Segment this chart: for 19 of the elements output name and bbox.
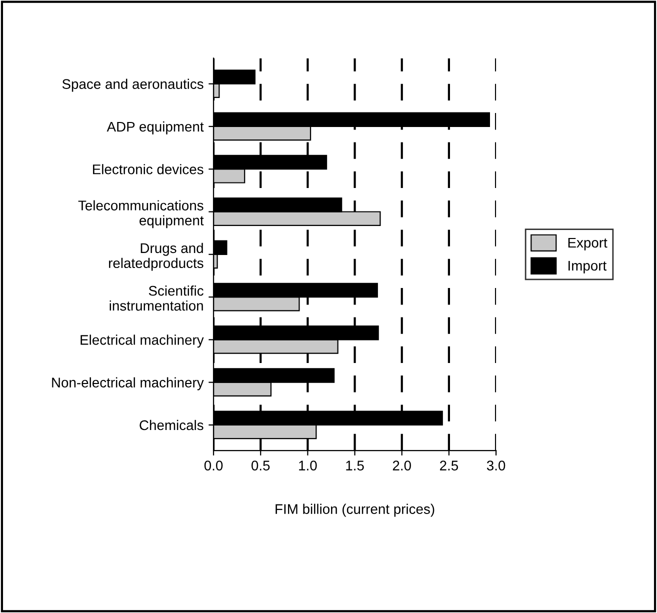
x-tick-label: 0.0 (204, 460, 223, 470)
y-tick-label: Chemicals (140, 420, 204, 430)
y-tick-label: Electronic devices (93, 164, 204, 174)
y-tick-label: ADP equipment (106, 121, 204, 134)
x-tick-label: 2.0 (392, 460, 411, 470)
x-tick-label: 0.5 (252, 460, 270, 470)
x-tick-label: 2.5 (440, 460, 458, 470)
y-tick-label: Non-electrical machinery (52, 377, 204, 390)
y-tick-label: Telecommunications equipment (78, 200, 204, 228)
x-tick-label: 1.0 (299, 460, 317, 470)
y-tick-label: Scientific instrumentation (110, 286, 204, 311)
x-axis-title: FIM billion (current prices) (276, 504, 434, 517)
y-tick-label: Space and aeronautics (62, 78, 204, 92)
y-tick-label: Drugs and relatedproducts (108, 242, 204, 271)
x-tick-label: 1.5 (346, 460, 364, 470)
legend-label: Import (568, 260, 607, 274)
x-tick-label: 3.0 (486, 460, 506, 470)
legend-label: Export (568, 238, 608, 250)
y-tick-label: Electrical machinery (80, 334, 204, 348)
